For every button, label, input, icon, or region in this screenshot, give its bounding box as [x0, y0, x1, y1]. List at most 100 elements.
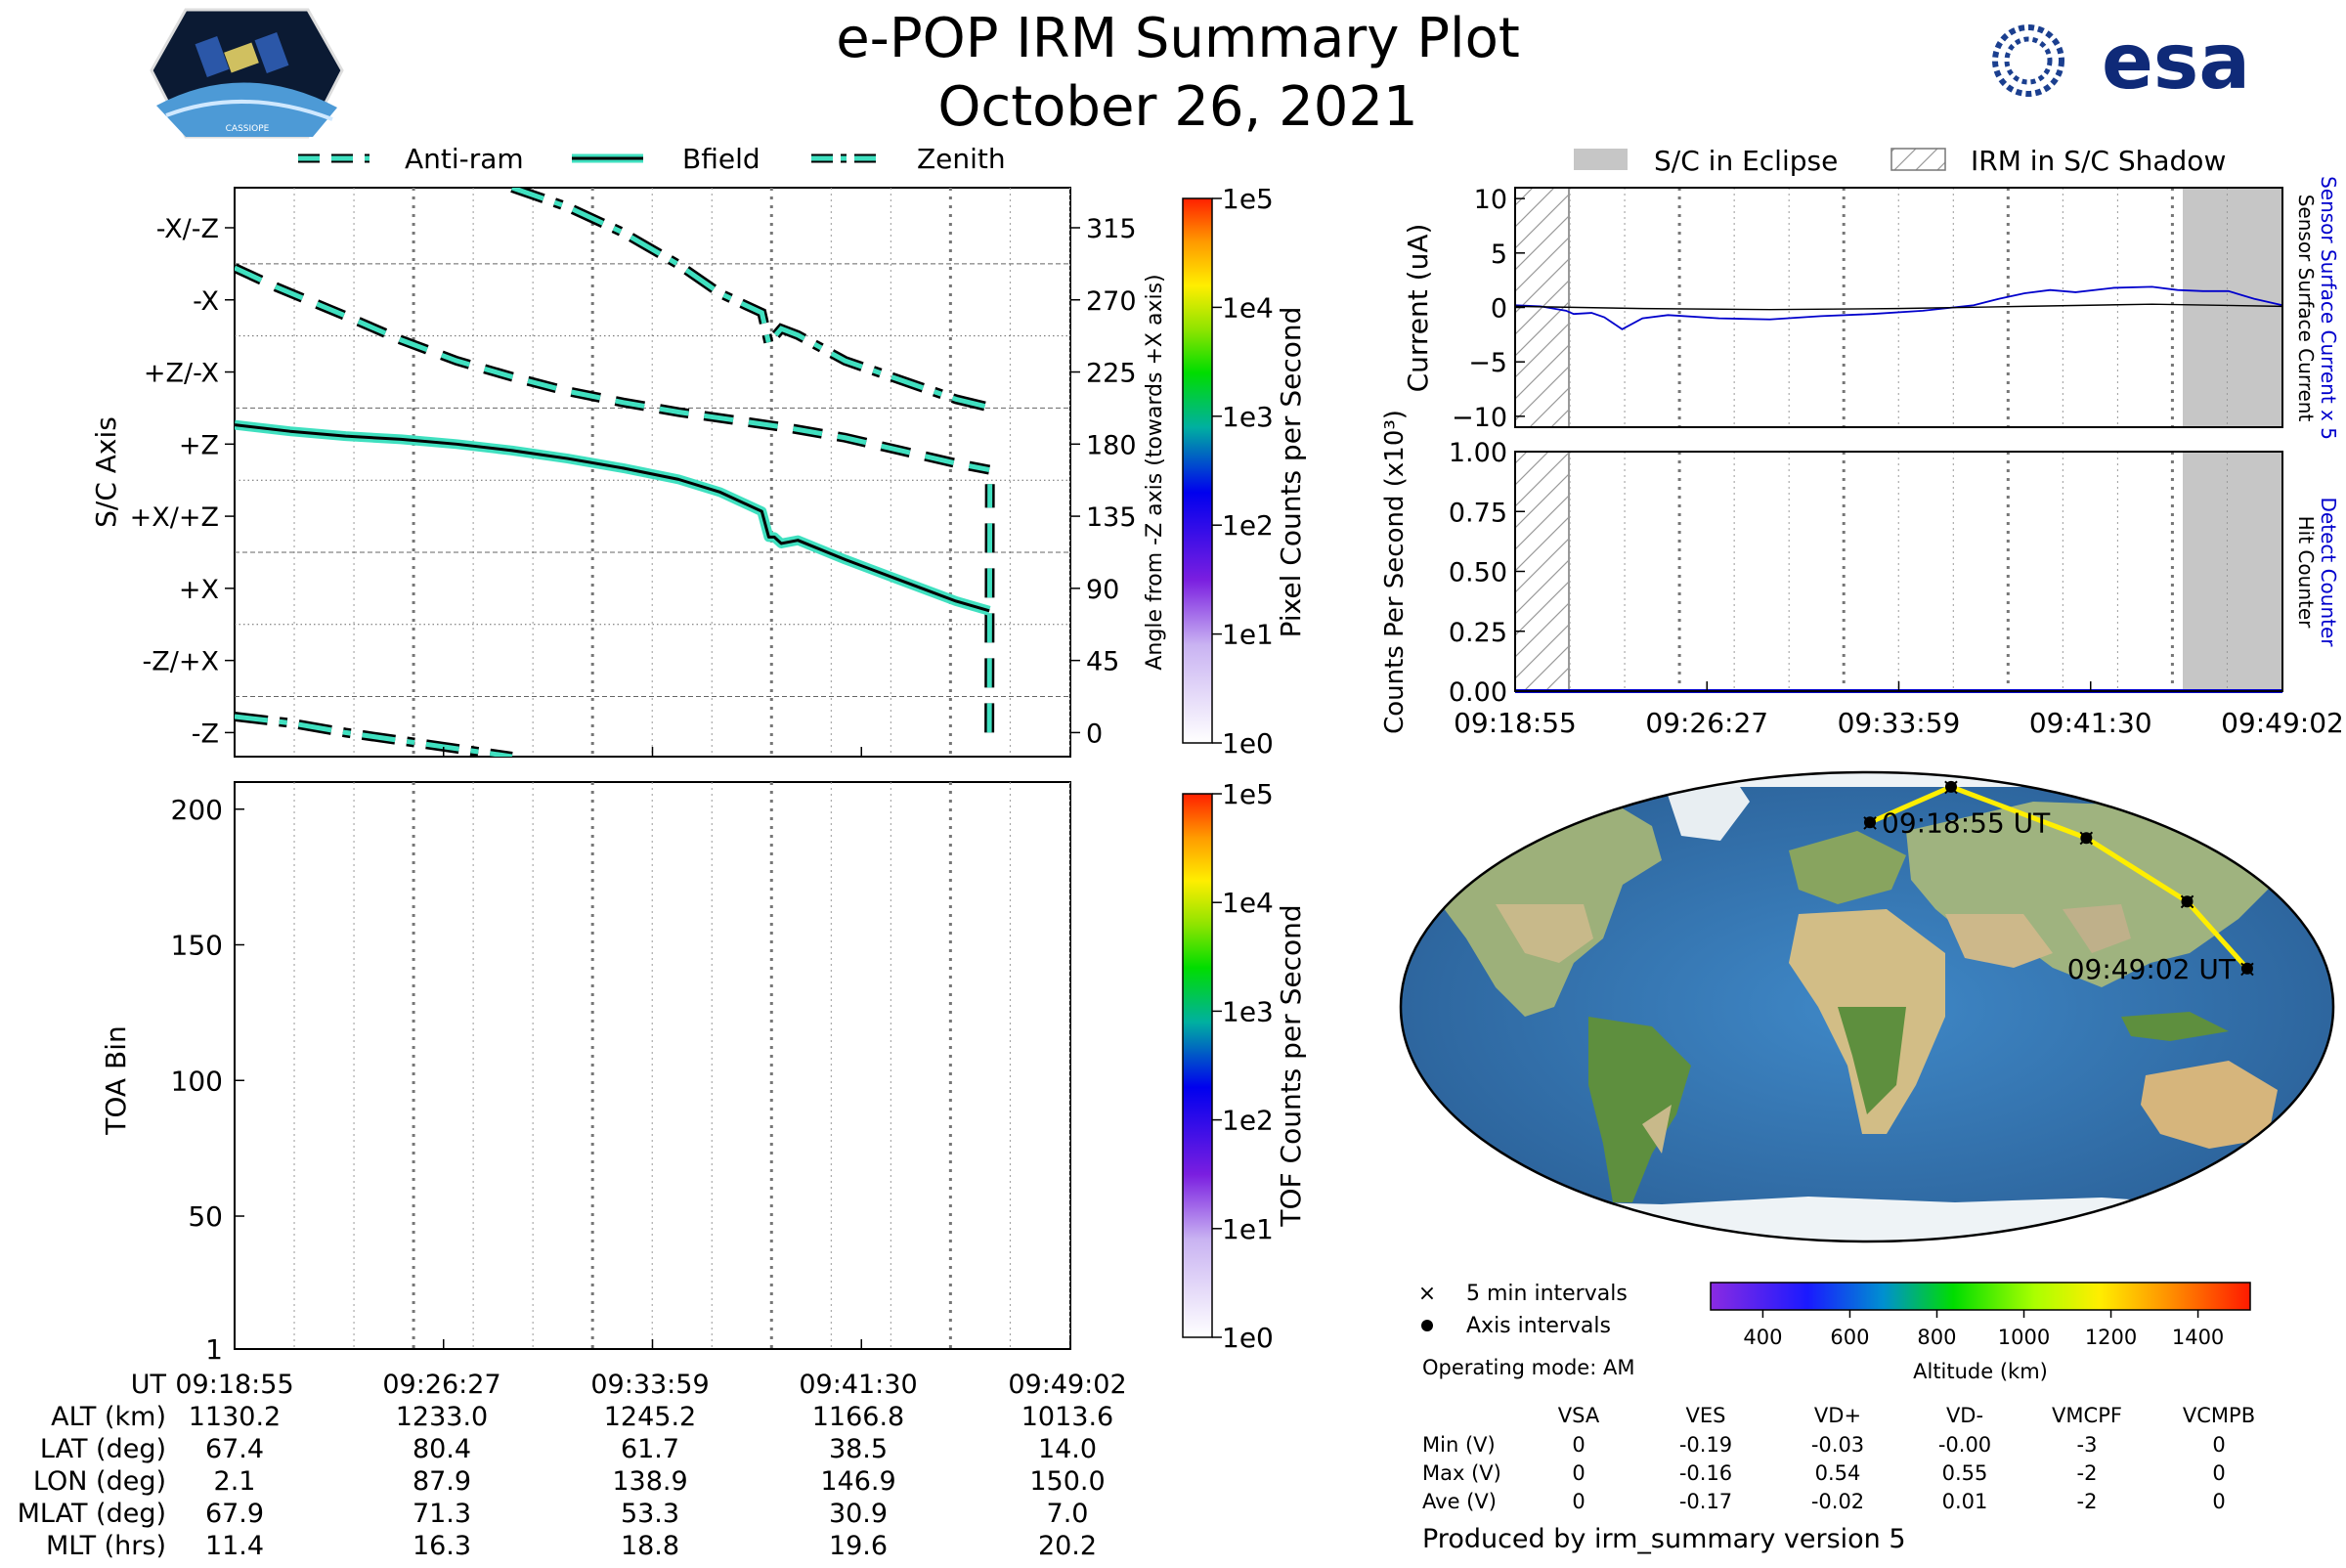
info-cell: 67.9 [205, 1499, 264, 1529]
info-cell: 7.0 [1047, 1499, 1089, 1529]
voltage-cell: 0 [1572, 1490, 1585, 1513]
time-tick-label: 09:41:30 [2029, 707, 2152, 739]
voltage-cell: -2 [2077, 1461, 2098, 1485]
current-lines [1514, 285, 2283, 330]
counts-grid [1569, 452, 2282, 691]
info-cell: 1013.6 [1021, 1402, 1113, 1432]
attitude-category-label: +Z [179, 430, 219, 460]
info-cell: 09:26:27 [382, 1370, 500, 1400]
series-line-sensor-current-x5 [1514, 285, 2283, 330]
info-cell: 09:33:59 [590, 1370, 709, 1400]
current-right-label-1: Sensor Surface Current x 5 [2317, 176, 2340, 440]
attitude-panel: -X/-Z -X +Z/-X +Z +X/+Z +X -Z/+X -Z 315 270 225 18… [90, 187, 1167, 758]
info-cell: 18.8 [621, 1531, 679, 1561]
info-cell: 138.9 [612, 1466, 687, 1497]
voltage-cell: 0 [1572, 1461, 1585, 1485]
info-row-label: LAT (deg) [40, 1434, 166, 1464]
current-tick-label: −5 [1468, 348, 1507, 378]
esa-logo: esa [1992, 19, 2250, 107]
attitude-angle-label: 135 [1086, 502, 1137, 533]
series-line-anti-ram [986, 484, 993, 733]
info-cell: 1166.8 [812, 1402, 904, 1432]
current-tick-label: 10 [1474, 185, 1507, 215]
legend-axis-intervals: Axis intervals [1466, 1314, 1611, 1338]
voltage-header: VES [1686, 1404, 1726, 1427]
info-cell: 30.9 [829, 1499, 888, 1529]
operating-mode: Operating mode: AM [1422, 1356, 1634, 1379]
time-tick-label: 09:18:55 [1454, 707, 1577, 739]
voltage-cell: -0.02 [1811, 1490, 1864, 1513]
attitude-category-label: -Z [192, 719, 219, 749]
info-cell: 146.9 [820, 1466, 895, 1497]
info-cell: 1245.2 [604, 1402, 696, 1432]
pixel-colorbar-label: Pixel Counts per Second [1275, 307, 1307, 638]
attitude-ylabel-right: Angle from -Z axis (towards +X axis) [1143, 274, 1167, 670]
pixel-colorbar: 1e5 1e4 1e3 1e2 1e1 1e0 Pixel Counts per Seco… [1182, 183, 1307, 760]
info-cell: 61.7 [621, 1434, 679, 1464]
svg-text:CASSIOPE: CASSIOPE [226, 124, 270, 134]
track-start-label: 09:18:55 UT [1882, 806, 2051, 839]
counts-tick-label: 0.00 [1449, 677, 1507, 708]
info-cell: 80.4 [413, 1434, 471, 1464]
colorbar-tick-label: 1e4 [1222, 887, 1274, 919]
track-end-label: 09:49:02 UT [2067, 953, 2237, 985]
series-line-anti-ram [235, 265, 990, 472]
altitude-tick-label: 1200 [2085, 1326, 2137, 1349]
page-date: October 26, 2021 [937, 75, 1417, 139]
voltage-cell: -0.00 [1938, 1433, 1991, 1457]
counts-time-axis: 09:18:55 09:26:27 09:33:59 09:41:30 09:49:02 [1454, 681, 2344, 739]
track-axis-point [2181, 895, 2194, 908]
cassiope-logo: CASSIOPE [150, 8, 344, 139]
colorbar-tick-label: 1e2 [1222, 509, 1274, 542]
tof-colorbar: 1e5 1e4 1e3 1e2 1e1 1e0 TOF Counts per Second [1182, 778, 1307, 1354]
legend-eclipse: S/C in Eclipse [1654, 145, 1838, 177]
voltage-row-label: Max (V) [1422, 1461, 1501, 1485]
info-cell: 1130.2 [189, 1402, 281, 1432]
eclipse-legend: S/C in Eclipse IRM in S/C Shadow [1574, 145, 2226, 177]
info-cell: 09:18:55 [175, 1370, 293, 1400]
svg-text:×: × [1418, 1282, 1436, 1306]
voltage-table: VSA VES VD+ VD- VMCPF VCMPB Min (V) 0 -0.19 -0.03… [1422, 1404, 2255, 1513]
altitude-tick-label: 400 [1743, 1326, 1782, 1349]
altitude-colorbar: 400 600 800 1000 1200 1400 Altitude (km) [1710, 1282, 2251, 1383]
attitude-axis-left: -X/-Z -X +Z/-X +Z +X/+Z +X -Z/+X -Z [130, 214, 1071, 757]
toa-tick-label: 1 [205, 1333, 223, 1366]
toa-grid [293, 782, 1070, 1349]
attitude-angle-label: 0 [1086, 719, 1103, 749]
voltage-cell: 0 [1572, 1433, 1585, 1457]
series-line-sensor-current [1514, 303, 2283, 311]
attitude-angle-label: 315 [1086, 214, 1137, 244]
attitude-grid [235, 188, 1070, 757]
info-row-label: MLT (hrs) [46, 1531, 166, 1561]
series-line-bfield [235, 423, 990, 613]
track-5min-marker: × [2177, 888, 2196, 915]
voltage-cell: -0.03 [1811, 1433, 1864, 1457]
current-axis: 10 5 0 −5 −10 [1452, 185, 1525, 433]
voltage-cell: 0 [2212, 1433, 2225, 1457]
voltage-row-label: Min (V) [1422, 1433, 1496, 1457]
info-cell: 53.3 [621, 1499, 679, 1529]
counts-tick-label: 0.25 [1449, 618, 1507, 648]
colorbar-tick-label: 1e5 [1222, 183, 1274, 215]
counts-right-label-2: Hit Counter [2294, 516, 2318, 629]
series-line-zenith [235, 714, 513, 757]
info-cell: 1233.0 [396, 1402, 488, 1432]
legend-5min: 5 min intervals [1466, 1282, 1628, 1306]
info-cell: 11.4 [205, 1531, 264, 1561]
attitude-axis-right: 315 270 225 180 135 90 45 0 [1070, 214, 1137, 749]
info-table: UT 09:18:55 09:26:27 09:33:59 09:41:30 09:49:… [18, 1370, 1127, 1561]
current-tick-label: 0 [1491, 294, 1507, 325]
altitude-colorbar-ticks: 400 600 800 1000 1200 1400 [1743, 1310, 2224, 1349]
toa-tick-label: 50 [188, 1200, 223, 1233]
track-axis-point [2240, 962, 2253, 975]
info-row-label: ALT (km) [51, 1402, 166, 1432]
altitude-colorbar-label: Altitude (km) [1913, 1360, 2048, 1383]
info-cell: 71.3 [413, 1499, 471, 1529]
satellite-track: × × × × × [1860, 773, 2257, 982]
counts-panel: 1.000.750.500.250.00 09:18:55 09:26:27 09:… [1380, 410, 2344, 739]
voltage-cell: -0.16 [1679, 1461, 1732, 1485]
attitude-angle-label: 270 [1086, 286, 1137, 317]
info-row-label: LON (deg) [33, 1466, 166, 1497]
